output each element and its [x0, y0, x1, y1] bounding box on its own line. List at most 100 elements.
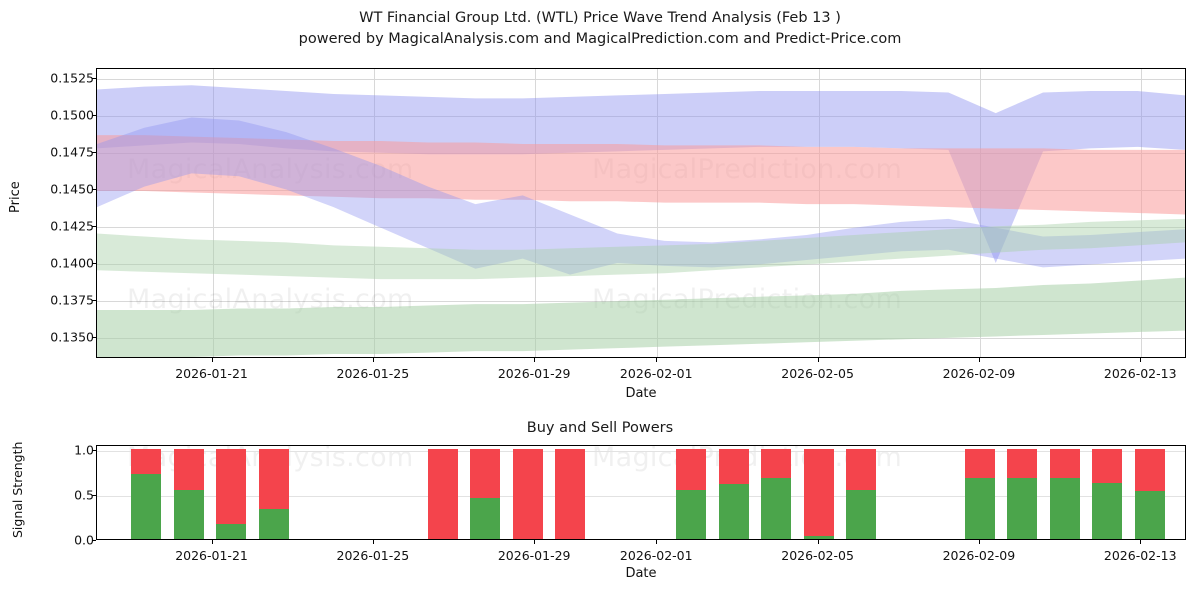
buy-power-segment — [676, 490, 707, 539]
price-y-axis-label: Price — [8, 181, 23, 213]
signal-bar[interactable] — [470, 448, 501, 539]
price-gridline-h — [97, 227, 1185, 229]
price-x-tick-mark — [817, 358, 819, 362]
price-x-tick: 2026-02-01 — [619, 366, 693, 381]
sell-power-segment — [470, 448, 501, 499]
signal-y-tick: 0.0 — [74, 532, 94, 548]
signal-bar[interactable] — [846, 448, 877, 539]
price-y-tick: 0.1450 — [50, 181, 94, 197]
price-y-tick: 0.1400 — [50, 255, 94, 271]
price-gridline-h — [97, 79, 1185, 81]
price-x-tick-mark — [978, 358, 980, 362]
signal-bar[interactable] — [803, 448, 834, 539]
buy-power-segment — [1049, 478, 1080, 539]
buy-power-segment — [718, 483, 749, 539]
buy-power-segment — [258, 509, 289, 539]
sell-power-segment — [964, 448, 995, 479]
signal-chart-title: Buy and Sell Powers — [526, 420, 674, 436]
price-x-tick: 2026-02-05 — [781, 366, 854, 381]
sell-power-segment — [216, 448, 247, 524]
price-x-tick-mark — [372, 358, 374, 362]
price-x-tick: 2026-02-09 — [942, 366, 1016, 381]
buy-power-segment — [470, 498, 501, 539]
signal-x-tick-mark — [656, 540, 658, 544]
price-x-tick: 2026-02-13 — [1103, 366, 1177, 381]
buy-power-segment — [216, 523, 247, 539]
signal-bar[interactable] — [216, 448, 247, 539]
sell-power-segment — [761, 448, 792, 479]
buy-power-segment — [846, 490, 877, 539]
signal-y-tick-mark — [92, 449, 96, 451]
chart-title: WT Financial Group Ltd. (WTL) Price Wave… — [359, 10, 841, 26]
price-x-tick: 2026-01-25 — [336, 366, 410, 381]
price-y-tick-mark — [92, 115, 96, 117]
price-y-tick-mark — [92, 152, 96, 154]
signal-y-tick: 1.0 — [74, 442, 94, 458]
chart-subtitle: powered by MagicalAnalysis.com and Magic… — [298, 31, 902, 47]
price-gridline-v — [818, 69, 820, 357]
sell-power-segment — [676, 448, 707, 491]
price-chart-plot-area: MagicalAnalysis.comMagicalPrediction.com… — [96, 68, 1186, 358]
signal-bar[interactable] — [427, 448, 458, 539]
signal-x-tick: 2026-02-09 — [942, 548, 1016, 563]
signal-bar[interactable] — [761, 448, 792, 539]
buy-power-segment — [964, 478, 995, 539]
price-y-tick-mark — [92, 189, 96, 191]
signal-bar[interactable] — [676, 448, 707, 539]
sell-power-segment — [718, 448, 749, 484]
signal-x-tick: 2026-01-25 — [336, 548, 410, 563]
price-wave-bands — [97, 85, 1185, 357]
signal-bar[interactable] — [718, 448, 749, 539]
signal-bar[interactable] — [173, 448, 204, 539]
descending-blue-wave — [97, 117, 1185, 275]
signal-y-tick-mark — [92, 494, 96, 496]
price-x-tick-mark — [211, 358, 213, 362]
price-x-tick: 2026-01-21 — [175, 366, 248, 381]
signal-bar[interactable] — [1134, 448, 1165, 539]
mid-green-wave — [97, 218, 1185, 280]
sell-power-segment — [1134, 448, 1165, 492]
signal-y-tick-mark — [92, 540, 96, 541]
signal-x-tick: 2026-01-21 — [175, 548, 248, 563]
buy-power-segment — [803, 536, 834, 539]
signal-x-tick-mark — [817, 540, 819, 544]
price-gridline-v — [212, 69, 214, 357]
price-x-tick-mark — [534, 358, 536, 362]
price-gridline-v — [373, 69, 375, 357]
sell-power-segment — [173, 448, 204, 491]
lower-green-support-band — [97, 277, 1185, 357]
signal-x-tick: 2026-02-13 — [1103, 548, 1177, 563]
signal-chart-plot-area: MagicalAnalysis.comMagicalPrediction.com — [96, 445, 1186, 540]
signal-bar[interactable] — [258, 448, 289, 539]
signal-gridline — [97, 495, 1185, 497]
price-y-tick-mark — [92, 337, 96, 339]
buy-power-segment — [173, 490, 204, 539]
sell-power-segment — [803, 448, 834, 537]
price-y-tick-mark — [92, 226, 96, 228]
buy-power-segment — [761, 478, 792, 539]
signal-bar[interactable] — [555, 448, 586, 539]
sell-power-segment — [258, 448, 289, 510]
price-y-tick-mark — [92, 78, 96, 80]
signal-x-tick: 2026-01-29 — [497, 548, 571, 563]
sell-power-segment — [512, 448, 543, 539]
price-gridline-v — [657, 69, 659, 357]
price-gridline-v — [979, 69, 981, 357]
price-gridline-h — [97, 264, 1185, 266]
signal-bar[interactable] — [1049, 448, 1080, 539]
buy-power-segment — [131, 473, 162, 539]
signal-bar[interactable] — [1007, 448, 1038, 539]
signal-bar[interactable] — [1092, 448, 1123, 539]
price-y-tick: 0.1350 — [50, 329, 94, 345]
price-y-tick: 0.1500 — [50, 107, 94, 123]
sell-power-segment — [555, 448, 586, 539]
signal-x-tick: 2026-02-01 — [619, 548, 693, 563]
upper-blue-band — [97, 85, 1185, 263]
price-gridline-h — [97, 116, 1185, 118]
signal-bar[interactable] — [964, 448, 995, 539]
signal-bar[interactable] — [131, 448, 162, 539]
price-y-tick-mark — [92, 300, 96, 302]
signal-x-tick: 2026-02-05 — [781, 548, 854, 563]
signal-bar[interactable] — [512, 448, 543, 539]
